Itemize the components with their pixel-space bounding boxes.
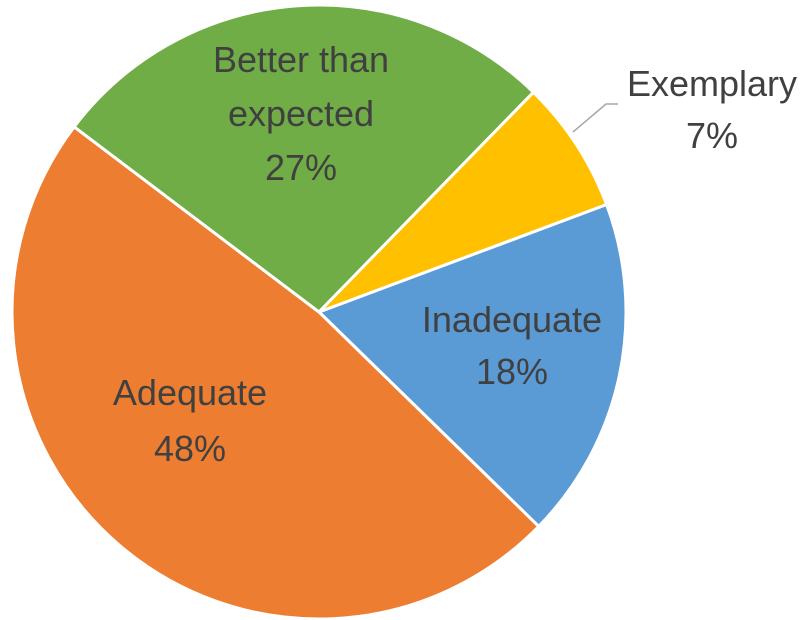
data-label-category: Better than (213, 39, 389, 80)
data-label-value: 7% (686, 115, 738, 156)
data-label-category: expected (228, 93, 374, 134)
data-label-exemplary: Exemplary 7% (627, 63, 797, 156)
data-label-value: 48% (154, 428, 226, 469)
leader-line-exemplary (572, 103, 618, 133)
data-label-category: Exemplary (627, 63, 797, 104)
pie-slice-inadequate (317, 202, 628, 528)
data-label-value: 27% (265, 147, 337, 188)
data-label-category: Inadequate (422, 299, 602, 340)
data-label-inadequate: Inadequate 18% (422, 299, 602, 392)
pie-slice-better-than-expected (72, 3, 535, 314)
data-label-better-than-expected: Better than expected 27% (213, 39, 389, 188)
data-label-category: Adequate (113, 372, 267, 413)
pie-slice-exemplary (317, 90, 609, 314)
pie-slice-adequate (10, 125, 541, 620)
data-label-value: 18% (476, 351, 548, 392)
data-label-adequate: Adequate 48% (113, 372, 267, 469)
